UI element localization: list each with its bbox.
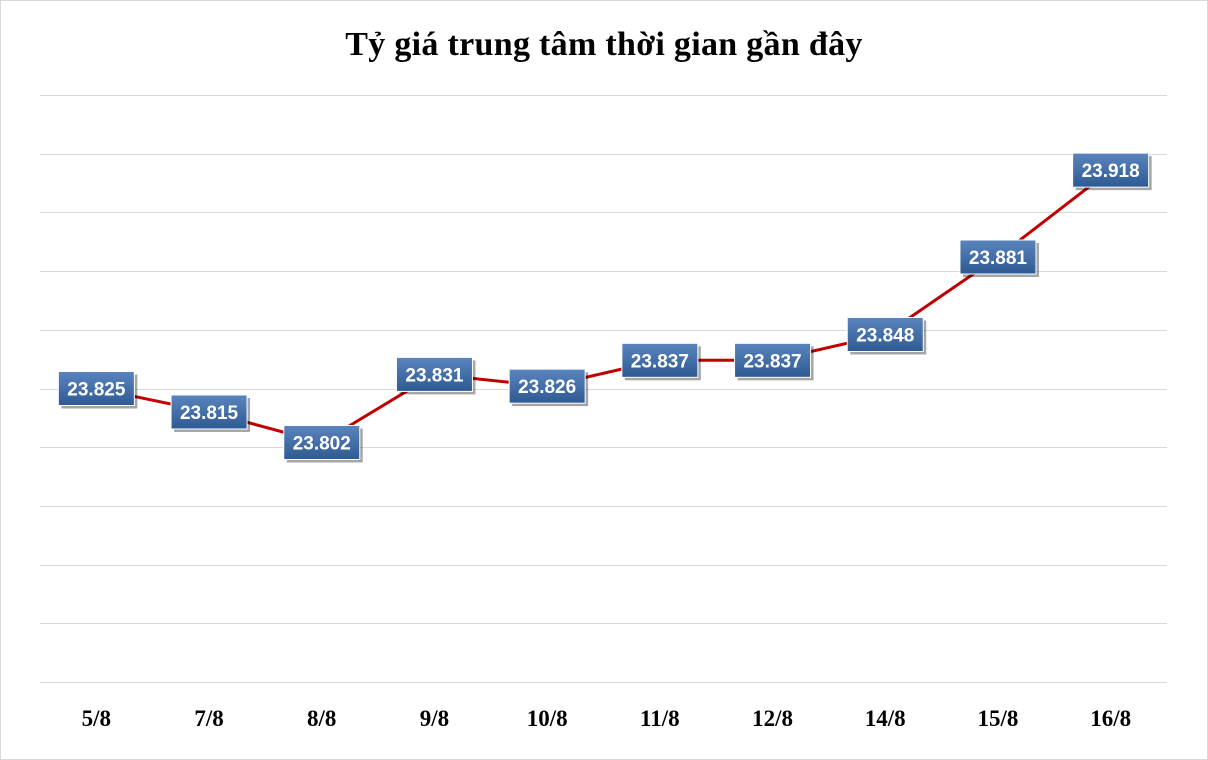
data-label: 23.802: [283, 425, 363, 463]
data-label-box: [734, 342, 812, 378]
data-label: 23.831: [395, 356, 476, 395]
chart-title: Tỷ giá trung tâm thời gian gần đây: [345, 26, 863, 63]
data-label-box: [283, 425, 361, 461]
data-label: 23.837: [621, 342, 701, 381]
x-tick-label: 14/8: [865, 706, 906, 731]
x-axis-ticks: 5/8 7/8 8/8 9/8 10/8 11/8 12/8 14/8 15/8 16/8: [82, 706, 1131, 731]
data-label: 23.848: [846, 316, 927, 355]
series-line-group: [95, 168, 1112, 444]
data-label-text: 23.837: [631, 351, 689, 372]
data-label-box: [170, 394, 248, 430]
x-tick-label: 10/8: [527, 706, 568, 731]
x-tick-label: 11/8: [640, 706, 680, 731]
data-label-text: 23.881: [969, 248, 1028, 269]
data-label-text: 23.837: [743, 351, 801, 372]
x-tick-label: 5/8: [82, 706, 111, 731]
data-label: 23.825: [57, 371, 138, 409]
data-label-box: [508, 368, 586, 404]
x-tick-label: 8/8: [307, 706, 336, 731]
gridlines: [40, 95, 1167, 683]
data-label-box: [959, 239, 1037, 275]
data-label-box: [395, 356, 473, 392]
data-label: 23.815: [170, 394, 251, 432]
data-label: 23.837: [734, 342, 814, 381]
data-label: 23.881: [959, 239, 1039, 278]
data-label-text: 23.802: [293, 434, 351, 455]
data-label: 23.826: [508, 368, 589, 407]
data-labels: 23.825 23.815 23.802 23.831 23.826 23.837 23.8…: [57, 152, 1152, 463]
data-label-box: [1072, 152, 1150, 188]
data-label-text: 23.826: [518, 377, 576, 398]
data-label-text: 23.848: [856, 325, 914, 346]
data-label-text: 23.825: [67, 380, 126, 401]
data-label-box: [621, 342, 699, 378]
data-label-text: 23.815: [180, 403, 239, 424]
series-line: [95, 168, 1112, 444]
x-tick-label: 9/8: [420, 706, 449, 731]
x-tick-label: 16/8: [1090, 706, 1131, 731]
data-label-text: 23.831: [405, 365, 464, 386]
data-label-box: [846, 316, 924, 352]
data-label: 23.918: [1072, 152, 1152, 191]
data-label-box: [57, 371, 135, 406]
x-tick-label: 15/8: [978, 706, 1019, 731]
data-label-text: 23.918: [1082, 161, 1140, 182]
x-tick-label: 7/8: [194, 706, 223, 731]
x-tick-label: 12/8: [752, 706, 793, 731]
